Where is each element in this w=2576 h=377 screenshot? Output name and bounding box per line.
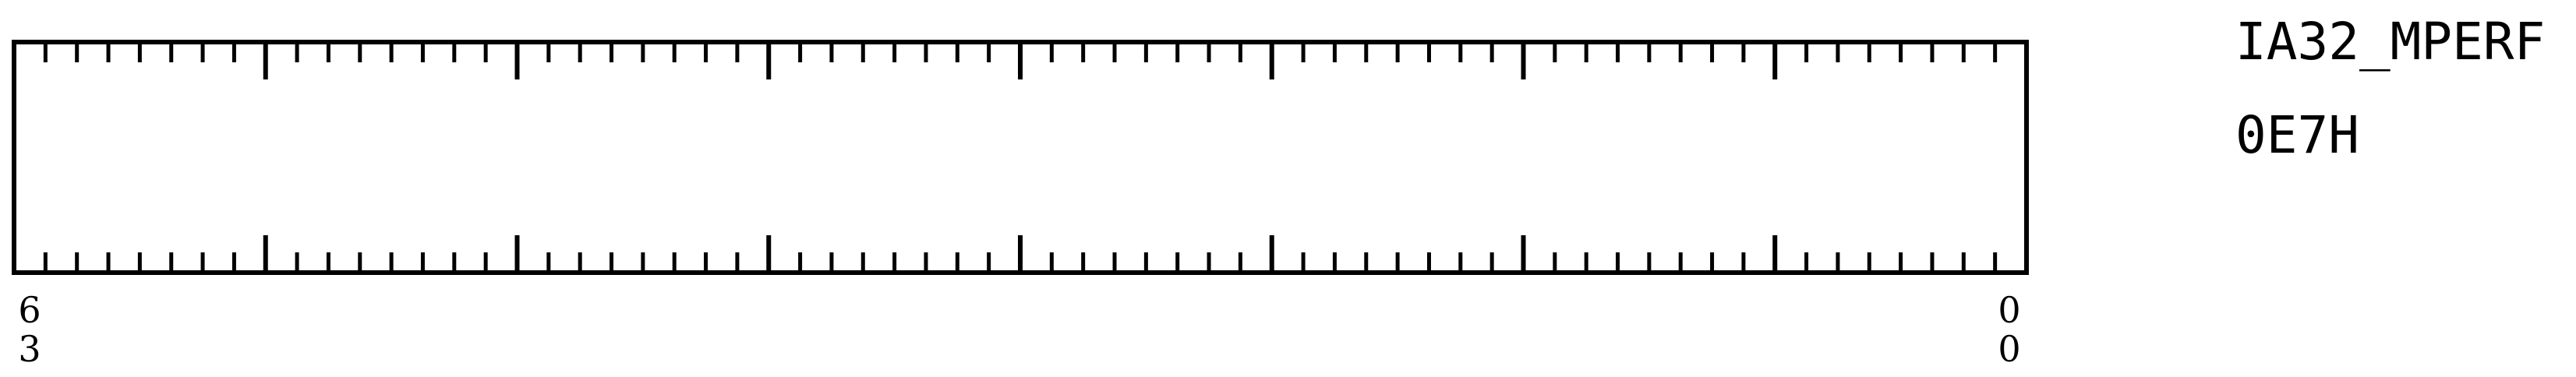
msb-bit-label-units: 3 xyxy=(18,328,41,370)
lsb-bit-label-tens: 0 xyxy=(1998,289,2020,331)
msb-bit-label-tens: 6 xyxy=(18,289,41,331)
tick-marks-bottom xyxy=(43,235,1998,273)
register-name: IA32_MPERF xyxy=(2235,12,2545,72)
tick-marks-top xyxy=(43,42,1998,79)
register-address: 0E7H xyxy=(2235,105,2359,165)
lsb-bit-label-units: 0 xyxy=(1998,328,2020,370)
